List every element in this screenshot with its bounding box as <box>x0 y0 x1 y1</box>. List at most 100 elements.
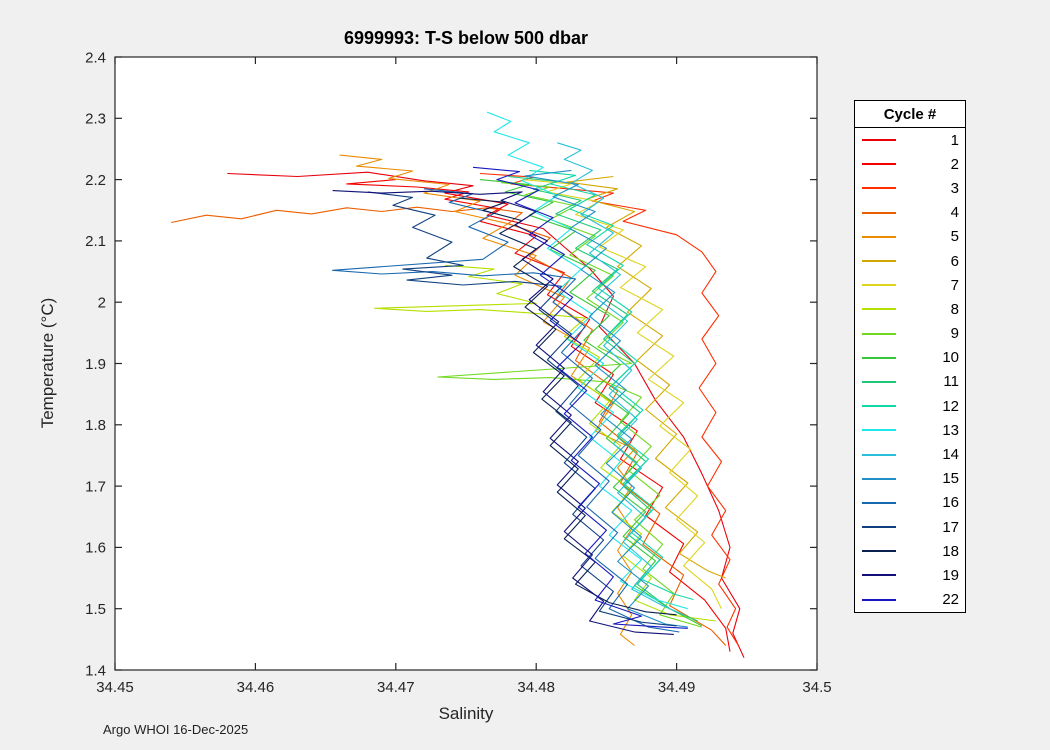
legend-label: 9 <box>950 325 959 343</box>
legend-line-swatch <box>862 598 896 601</box>
series-cycle-12 <box>529 169 694 601</box>
series-cycle-2 <box>346 179 731 652</box>
x-tick-label: 34.48 <box>517 679 555 696</box>
legend-label: 13 <box>942 421 959 439</box>
legend: Cycle # 1 2 3 4 5 6 7 8 9 10 11 12 13 14 15 16 17 18 19 22 <box>854 100 966 613</box>
legend-label: 19 <box>942 566 959 584</box>
legend-label: 14 <box>942 446 959 464</box>
legend-item-cycle-3: 3 <box>855 176 965 200</box>
legend-line-swatch <box>862 550 896 553</box>
series-cycle-15 <box>524 169 688 628</box>
legend-line-swatch <box>862 308 896 311</box>
series-cycle-17 <box>367 191 677 627</box>
legend-item-cycle-22: 22 <box>855 588 965 612</box>
legend-title: Cycle # <box>855 101 965 128</box>
legend-line-swatch <box>862 284 896 287</box>
legend-item-cycle-11: 11 <box>855 370 965 394</box>
x-tick-label: 34.45 <box>96 679 134 696</box>
legend-label: 10 <box>942 349 959 367</box>
legend-item-cycle-13: 13 <box>855 418 965 442</box>
x-axis-label: Salinity <box>438 704 494 723</box>
legend-line-swatch <box>862 211 896 214</box>
legend-label: 5 <box>950 228 959 246</box>
y-axis-label: Temperature (°C) <box>38 297 57 429</box>
legend-label: 16 <box>942 494 959 512</box>
legend-label: 12 <box>942 397 959 415</box>
y-tick-label: 1.6 <box>85 540 106 557</box>
plot-area <box>115 57 817 670</box>
x-tick-label: 34.5 <box>802 679 831 696</box>
series-cycle-22 <box>472 166 688 629</box>
x-tick-label: 34.49 <box>658 679 696 696</box>
legend-label: 18 <box>942 542 959 560</box>
legend-item-cycle-18: 18 <box>855 539 965 563</box>
legend-items: 1 2 3 4 5 6 7 8 9 10 11 12 13 14 15 16 17 18 19 22 <box>855 128 965 612</box>
legend-item-cycle-6: 6 <box>855 249 965 273</box>
legend-line-swatch <box>862 429 896 432</box>
legend-label: 8 <box>950 300 959 318</box>
legend-item-cycle-5: 5 <box>855 225 965 249</box>
y-tick-label: 1.4 <box>85 662 106 679</box>
series-cycle-19 <box>332 190 674 635</box>
legend-item-cycle-9: 9 <box>855 322 965 346</box>
legend-item-cycle-17: 17 <box>855 515 965 539</box>
legend-label: 11 <box>943 373 959 391</box>
legend-label: 15 <box>942 470 959 488</box>
y-tick-label: 2 <box>98 294 106 311</box>
y-tick-label: 1.8 <box>85 417 106 434</box>
y-tick-label: 1.5 <box>85 601 106 618</box>
legend-item-cycle-7: 7 <box>855 273 965 297</box>
series-cycle-9 <box>437 182 703 628</box>
legend-label: 6 <box>950 252 959 270</box>
legend-line-swatch <box>862 453 896 456</box>
legend-label: 17 <box>942 518 959 536</box>
legend-line-swatch <box>862 380 896 383</box>
y-tick-label: 1.7 <box>85 478 106 495</box>
series-cycle-16 <box>332 188 680 633</box>
legend-item-cycle-2: 2 <box>855 152 965 176</box>
x-tick-label: 34.47 <box>377 679 415 696</box>
plot-title: 6999993: T-S below 500 dbar <box>343 28 589 48</box>
legend-label: 2 <box>950 155 959 173</box>
legend-line-swatch <box>862 139 896 142</box>
legend-line-swatch <box>862 235 896 238</box>
legend-item-cycle-8: 8 <box>855 297 965 321</box>
legend-line-swatch <box>862 574 896 577</box>
legend-line-swatch <box>862 260 896 263</box>
legend-item-cycle-10: 10 <box>855 346 965 370</box>
legend-label: 4 <box>950 204 959 222</box>
y-tick-label: 2.4 <box>85 49 106 66</box>
legend-item-cycle-19: 19 <box>855 563 965 587</box>
legend-item-cycle-4: 4 <box>855 201 965 225</box>
y-tick-label: 2.1 <box>85 233 106 250</box>
legend-label: 7 <box>950 276 959 294</box>
series-cycle-1 <box>227 171 745 658</box>
legend-line-swatch <box>862 501 896 504</box>
legend-label: 1 <box>950 131 959 149</box>
y-tick-label: 1.9 <box>85 356 106 373</box>
legend-line-swatch <box>862 187 896 190</box>
series-cycle-7 <box>522 179 722 609</box>
legend-line-swatch <box>862 163 896 166</box>
series-cycle-3 <box>479 172 739 646</box>
legend-item-cycle-15: 15 <box>855 467 965 491</box>
x-tick-label: 34.46 <box>237 679 275 696</box>
y-tick-label: 2.2 <box>85 172 106 189</box>
legend-line-swatch <box>862 332 896 335</box>
y-tick-label: 2.3 <box>85 111 106 128</box>
legend-label: 3 <box>950 179 959 197</box>
series-cycle-6 <box>566 175 726 579</box>
series-cycle-13 <box>486 111 688 610</box>
footer-annotation: Argo WHOI 16-Dec-2025 <box>103 722 249 737</box>
legend-line-swatch <box>862 526 896 529</box>
legend-line-swatch <box>862 405 896 408</box>
legend-item-cycle-12: 12 <box>855 394 965 418</box>
legend-line-swatch <box>862 477 896 480</box>
legend-item-cycle-16: 16 <box>855 491 965 515</box>
series-cycle-18 <box>458 197 677 616</box>
legend-item-cycle-1: 1 <box>855 128 965 152</box>
legend-item-cycle-14: 14 <box>855 442 965 466</box>
legend-label: 22 <box>942 591 959 609</box>
